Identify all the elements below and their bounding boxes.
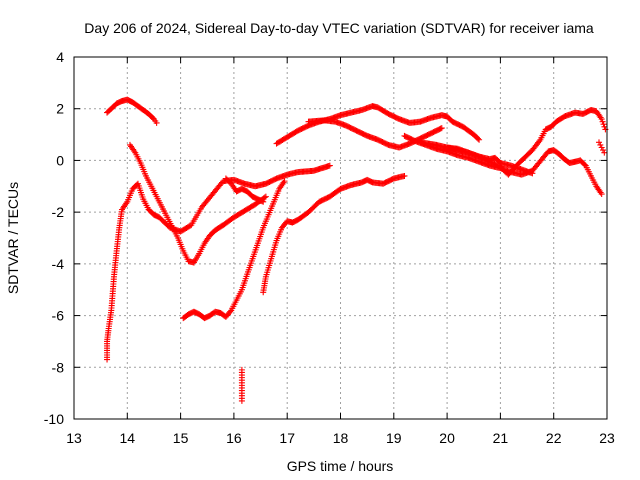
series-arc-m [596,139,608,156]
data-point [476,136,483,143]
data-point [261,194,268,201]
series-arc-i [305,117,445,151]
y-tick-label: 4 [56,49,64,65]
data-point [600,121,607,128]
y-tick-labels: -10 -8 -6 -4 -2 0 2 4 [44,49,64,427]
data-point [401,172,408,179]
chart-title: Day 206 of 2024, Sidereal Day-to-day VTE… [84,20,594,36]
data-point [600,147,607,154]
series-arc-e [222,175,267,205]
series-arc-g [238,366,245,404]
series-arc-l [444,144,536,177]
series-arc-b [104,162,333,363]
x-tick-label: 15 [173,430,189,446]
plot-frame [73,56,608,420]
data-point [601,149,608,156]
x-tick-labels: 13 14 15 16 17 18 19 20 21 22 23 [66,430,615,446]
data-point [260,198,267,205]
y-tick-label: -8 [52,359,65,375]
x-axis-label: GPS time / hours [287,458,394,474]
x-tick-label: 19 [386,430,402,446]
data-point [599,118,606,125]
data-point [598,116,605,123]
y-tick-label: -10 [44,411,64,427]
x-tick-label: 16 [226,430,242,446]
data-point [262,193,269,200]
data-point [475,135,482,142]
series-arc-f [260,172,408,296]
data-point [597,141,604,148]
y-tick-label: 2 [56,101,64,117]
data-point [153,119,160,126]
data-point [596,139,603,146]
data-point [598,144,605,151]
data-point [581,161,588,168]
data-point [529,170,536,177]
y-tick-label: -6 [52,308,65,324]
grid [74,57,607,419]
data-point [281,178,288,185]
x-tick-label: 20 [439,430,455,446]
data-point [598,191,605,198]
x-tick-label: 21 [493,430,509,446]
data-point [601,123,608,130]
data-point [438,125,445,132]
x-tick-label: 13 [66,430,82,446]
data-point [326,162,333,169]
x-tick-label: 17 [279,430,295,446]
y-axis-label: SDTVAR / TECUs [5,182,21,294]
series-arc-a [104,96,160,126]
x-tick-label: 22 [546,430,562,446]
data-markers [104,96,609,404]
x-tick-label: 18 [333,430,349,446]
y-tick-label: -2 [52,204,65,220]
series-arc-k [417,107,609,178]
data-point [238,397,245,404]
y-tick-label: 0 [56,152,64,168]
data-point [227,308,234,315]
x-tick-label: 23 [599,430,615,446]
y-tick-label: -4 [52,256,65,272]
data-point [437,125,444,132]
x-tick-label: 14 [120,430,136,446]
series-arc-d [180,178,288,322]
